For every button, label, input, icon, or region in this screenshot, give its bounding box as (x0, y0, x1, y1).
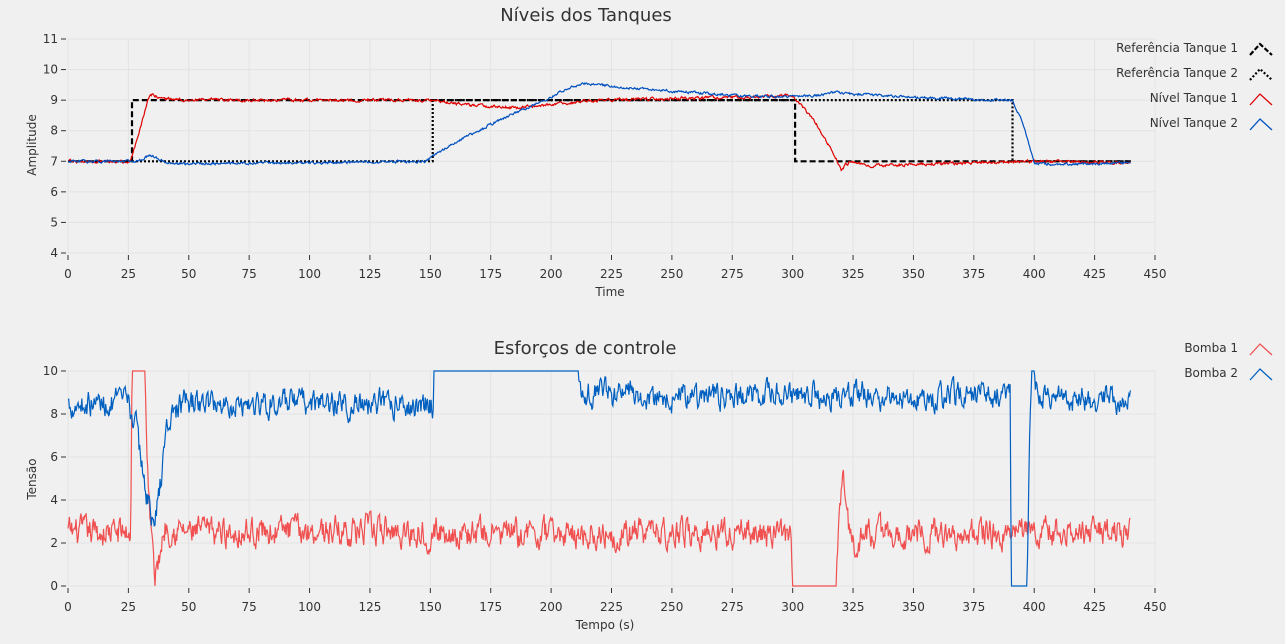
x-tick-label: 450 (1144, 600, 1167, 614)
legend-swatch-1 (1249, 42, 1273, 56)
x-tick-label: 300 (781, 600, 804, 614)
x-tick-label: 175 (479, 600, 502, 614)
x-tick-label: 100 (298, 600, 321, 614)
x-tick-label: 25 (121, 267, 136, 281)
series-line-4 (67, 82, 1131, 167)
legend-swatch-1 (1249, 343, 1273, 356)
legend-swatch-2 (1249, 368, 1273, 381)
x-tick-label: 325 (842, 600, 865, 614)
chart1-legend: Referência Tanque 1 Referência Tanque 2 Ní… (1116, 41, 1273, 131)
chart2-grid (67, 370, 1156, 587)
x-tick-label: 75 (242, 267, 257, 281)
legend-label-2: Bomba 2 (1184, 366, 1238, 380)
control-effort-chart: Esforços de controle Tempo (s) Tensão 0 2… (25, 338, 1273, 632)
chart2-xlabel: Tempo (s) (575, 618, 635, 632)
x-tick-label: 125 (358, 267, 381, 281)
x-tick-label: 225 (600, 600, 623, 614)
x-tick-label: 250 (660, 600, 683, 614)
x-tick-label: 175 (479, 267, 502, 281)
x-tick-label: 50 (181, 600, 196, 614)
x-tick-label: 200 (540, 600, 563, 614)
x-tick-label: 425 (1083, 600, 1106, 614)
y-tick-label: 9 (50, 93, 58, 107)
y-tick-label: 4 (50, 493, 58, 507)
y-tick-label: 2 (50, 536, 58, 550)
x-tick-label: 400 (1023, 600, 1046, 614)
series-line-3 (67, 93, 1131, 172)
y-tick-label: 8 (50, 124, 58, 138)
series-line-2 (67, 370, 1131, 587)
y-tick-label: 7 (50, 154, 58, 168)
y-tick-label: 10 (43, 63, 58, 77)
x-tick-label: 25 (121, 600, 136, 614)
y-tick-label: 6 (50, 185, 58, 199)
x-tick-label: 375 (962, 600, 985, 614)
x-tick-label: 400 (1023, 267, 1046, 281)
chart1-xlabel: Time (594, 285, 624, 299)
chart2-legend: Bomba 1 Bomba 2 (1184, 341, 1273, 381)
chart2-x-ticks: 0 25 50 75 100 125 150 175 200 225 250 275 300 325 350… (64, 588, 1166, 614)
x-tick-label: 200 (540, 267, 563, 281)
legend-label-1: Referência Tanque 1 (1116, 41, 1238, 55)
y-tick-label: 0 (50, 579, 58, 593)
legend-label-3: Nível Tanque 1 (1150, 91, 1238, 105)
chart1-plot-area (67, 82, 1131, 172)
y-tick-label: 11 (43, 32, 58, 46)
x-tick-label: 275 (721, 267, 744, 281)
x-tick-label: 225 (600, 267, 623, 281)
chart2-ylabel: Tensão (25, 458, 39, 500)
chart1-x-ticks: 0 25 50 75 100 125 150 175 200 225 250 275 300 325 350… (64, 255, 1166, 281)
x-tick-label: 125 (358, 600, 381, 614)
x-tick-label: 275 (721, 600, 744, 614)
y-tick-label: 8 (50, 407, 58, 421)
chart1-y-ticks: 4 5 6 7 8 9 10 11 (43, 32, 66, 260)
x-tick-label: 250 (660, 267, 683, 281)
chart2-plot-area (67, 370, 1131, 587)
chart1-ylabel: Amplitude (25, 114, 39, 176)
y-tick-label: 10 (43, 364, 58, 378)
tank-levels-chart: Níveis dos Tanques Time Amplitude 0 25 50 7… (25, 5, 1273, 299)
x-tick-label: 0 (64, 600, 72, 614)
x-tick-label: 150 (419, 600, 442, 614)
y-tick-label: 5 (50, 215, 58, 229)
chart1-grid (67, 38, 1156, 254)
series-line-1 (67, 370, 1131, 587)
chart2-title: Esforços de controle (494, 338, 677, 359)
y-tick-label: 6 (50, 450, 58, 464)
chart1-title: Níveis dos Tanques (500, 5, 672, 26)
x-tick-label: 375 (962, 267, 985, 281)
legend-label-1: Bomba 1 (1184, 341, 1238, 355)
x-tick-label: 350 (902, 267, 925, 281)
x-tick-label: 350 (902, 600, 925, 614)
x-tick-label: 450 (1144, 267, 1167, 281)
x-tick-label: 50 (181, 267, 196, 281)
legend-swatch-4 (1249, 118, 1273, 131)
x-tick-label: 100 (298, 267, 321, 281)
legend-swatch-2 (1249, 67, 1273, 81)
x-tick-label: 300 (781, 267, 804, 281)
legend-swatch-3 (1249, 93, 1273, 106)
x-tick-label: 75 (242, 600, 257, 614)
x-tick-label: 150 (419, 267, 442, 281)
x-tick-label: 325 (842, 267, 865, 281)
y-tick-label: 4 (50, 246, 58, 260)
legend-label-2: Referência Tanque 2 (1116, 66, 1238, 80)
x-tick-label: 0 (64, 267, 72, 281)
legend-label-4: Nível Tanque 2 (1150, 116, 1238, 130)
chart2-y-ticks: 0 2 4 6 8 10 (43, 364, 66, 593)
x-tick-label: 425 (1083, 267, 1106, 281)
